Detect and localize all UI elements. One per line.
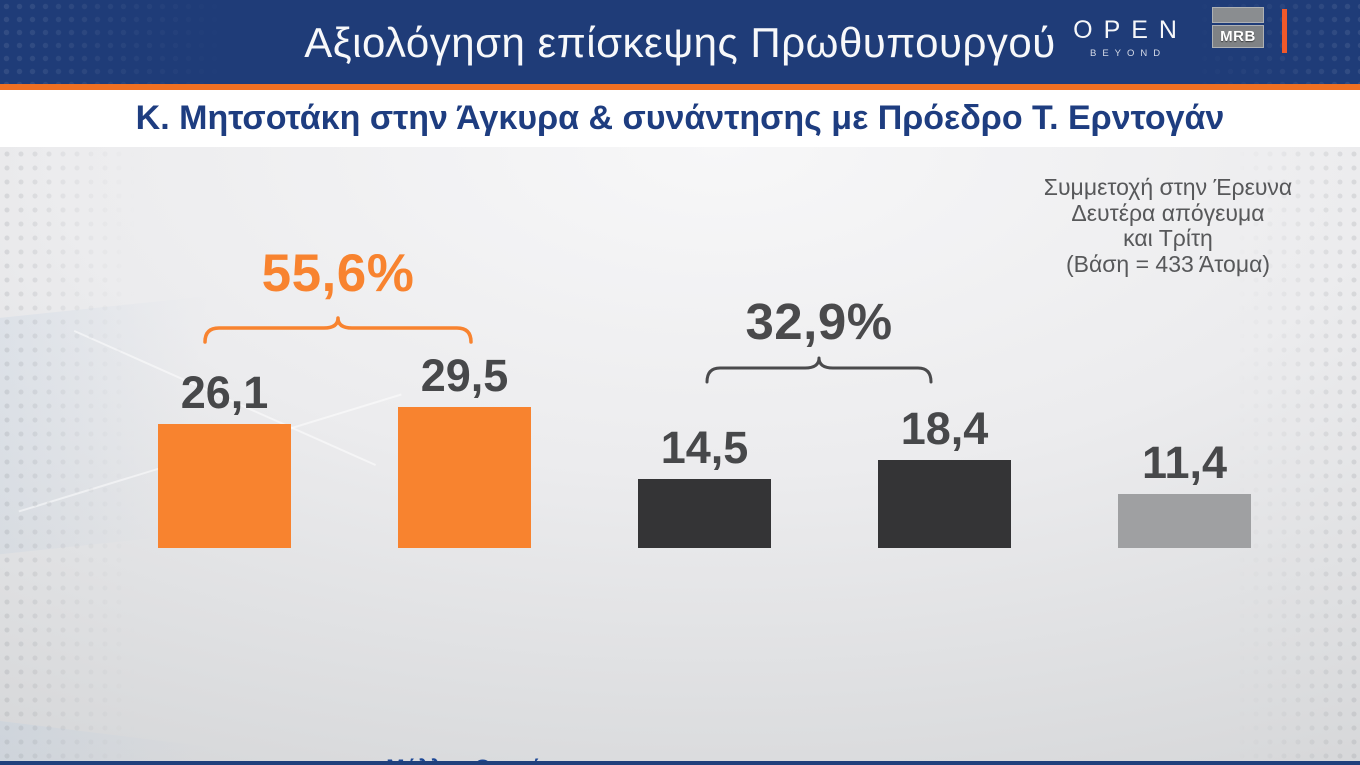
survey-note-line: (Βάση = 433 Άτομα) <box>1065 250 1271 277</box>
bar-value: 11,4 <box>1141 437 1228 488</box>
negative-total-label: 32,9% <box>745 293 893 350</box>
bar-value: 29,5 <box>420 350 509 401</box>
subtitle-band: Κ. Μητσοτάκη στην Άγκυρα & συνάντησης με… <box>0 90 1360 147</box>
mrb-logo-top-block <box>1212 7 1264 23</box>
mrb-logo: MRB <box>1212 7 1264 48</box>
open-tv-logo: OPEN BEYOND <box>1062 16 1188 59</box>
orange-divider-bar <box>1282 9 1287 53</box>
bar-value: 26,1 <box>180 367 269 418</box>
bar-column-sigoura-thetika: 26,1 Σίγουρα Θετικά <box>158 367 291 548</box>
bar <box>158 424 291 548</box>
bar-column-sigoura-arnitika: 18,4 Σίγουρα Αρνητικά <box>878 403 1011 548</box>
open-logo-text: OPEN <box>1073 16 1188 44</box>
bar-value: 18,4 <box>900 403 989 454</box>
header-bar: Αξιολόγηση επίσκεψης Πρωθυπουργού OPEN B… <box>0 0 1360 84</box>
survey-note: Συμμετοχή στην Έρευνα Δευτέρα απόγευμα κ… <box>1020 174 1316 277</box>
survey-note-line: και Τρίτη <box>1123 225 1213 251</box>
bar-column-mallon-thetika: 29,5 Μάλλον Θετικά <box>386 350 542 765</box>
bar-value: 14,5 <box>660 422 749 473</box>
bar <box>638 479 771 548</box>
survey-note-line: Συμμετοχή στην Έρευνα <box>1043 174 1293 200</box>
bar-label: Μάλλον Θετικά <box>386 755 542 765</box>
bottom-border <box>0 761 1360 765</box>
bar <box>1118 494 1251 548</box>
bar-chart: 26,1 Σίγουρα Θετικά 29,5 Μάλλον Θετικά 1… <box>158 147 1251 765</box>
bar <box>878 460 1011 548</box>
bar-column-mallon-arnitika: 14,5 Μάλλον Αρνητικά <box>638 422 771 548</box>
bar <box>398 407 531 548</box>
open-logo-tagline: BEYOND <box>1090 48 1167 59</box>
subtitle: Κ. Μητσοτάκη στην Άγκυρα & συνάντησης με… <box>135 99 1225 137</box>
bar-column-dxda: 11,4 ΔΞ/ΔΑ <box>1118 437 1251 548</box>
dot-pattern-right <box>1235 147 1360 761</box>
survey-note-line: Δευτέρα απόγευμα <box>1071 199 1265 226</box>
positive-brace <box>203 316 473 344</box>
negative-brace <box>705 356 933 384</box>
header-underline <box>0 84 1360 90</box>
positive-total-label: 55,6% <box>261 244 415 303</box>
page-title: Αξιολόγηση επίσκεψης Πρωθυπουργού <box>304 19 1056 66</box>
mrb-logo-text: MRB <box>1212 25 1264 48</box>
dot-pattern-left <box>0 147 135 761</box>
header-dot-pattern-left <box>0 0 235 84</box>
